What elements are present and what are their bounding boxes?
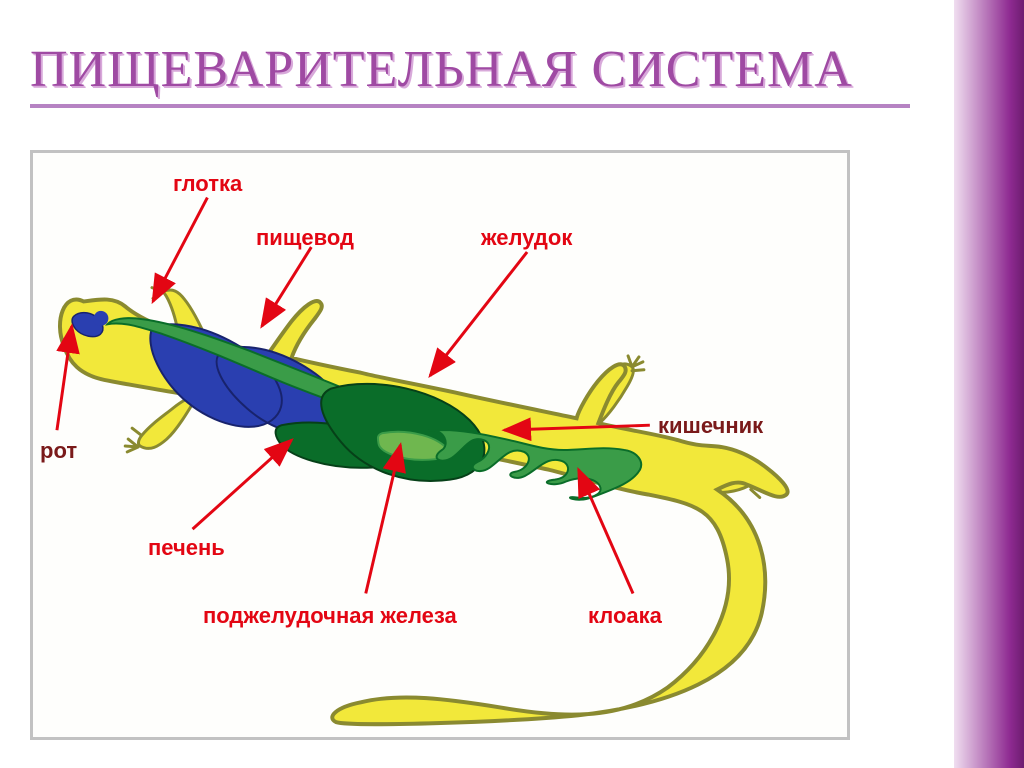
title-underline bbox=[30, 104, 910, 108]
label-stomach: желудок bbox=[481, 225, 572, 251]
label-intestine: кишечник bbox=[658, 413, 763, 439]
decorative-right-bar bbox=[954, 0, 1024, 768]
arrow-liver bbox=[193, 440, 292, 529]
diagram-figure: глотка пищевод желудок рот кишечник пече… bbox=[30, 150, 850, 740]
label-pancreas: поджелудочная железа bbox=[203, 603, 457, 629]
slide: ПИЩЕВАРИТЕЛЬНАЯ СИСТЕМА bbox=[0, 0, 1024, 768]
label-liver: печень bbox=[148, 535, 225, 561]
label-esophagus: пищевод bbox=[256, 225, 354, 251]
arrow-stomach bbox=[430, 252, 527, 376]
arrow-pharynx bbox=[153, 198, 207, 302]
label-pharynx: глотка bbox=[173, 171, 242, 197]
diagram-svg bbox=[33, 153, 847, 737]
slide-title: ПИЩЕВАРИТЕЛЬНАЯ СИСТЕМА bbox=[30, 40, 853, 99]
label-mouth: рот bbox=[40, 438, 77, 464]
label-cloaca: клоака bbox=[588, 603, 662, 629]
